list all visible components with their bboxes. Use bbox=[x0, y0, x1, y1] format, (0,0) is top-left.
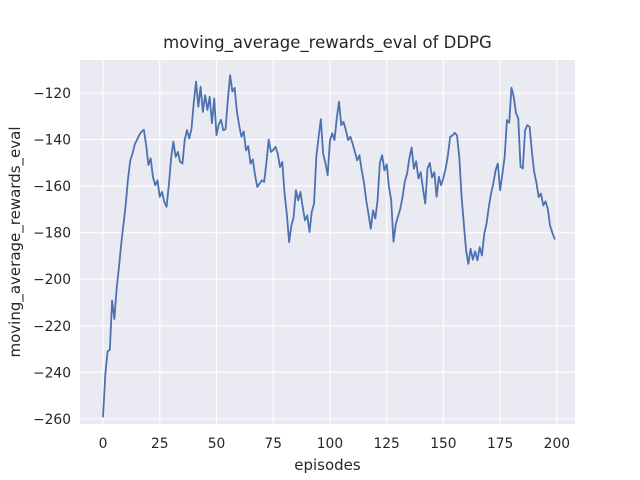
x-tick-label: 0 bbox=[99, 436, 108, 452]
x-axis-label: episodes bbox=[294, 456, 361, 474]
series-line-moving_average_rewards_eval bbox=[102, 74, 556, 418]
x-tick-label: 50 bbox=[208, 436, 226, 452]
x-tick-label: 175 bbox=[487, 436, 513, 452]
chart-title: moving_average_rewards_eval of DDPG bbox=[163, 33, 492, 53]
gridlines bbox=[80, 60, 575, 424]
x-tick-label: 75 bbox=[264, 436, 282, 452]
x-tick-labels: 0 25 50 75 100 125 150 175 200 bbox=[99, 436, 570, 452]
x-tick-label: 200 bbox=[544, 436, 570, 452]
y-tick-labels: −120 −140 −160 −180 −200 −220 −240 −260 bbox=[33, 86, 71, 428]
y-tick-label: −260 bbox=[33, 412, 71, 428]
x-tick-label: 100 bbox=[317, 436, 343, 452]
y-tick-label: −200 bbox=[33, 272, 71, 288]
y-tick-label: −180 bbox=[33, 226, 71, 242]
axes-background bbox=[80, 60, 575, 424]
series-lines bbox=[102, 74, 556, 418]
y-tick-label: −160 bbox=[33, 179, 71, 195]
y-tick-label: −140 bbox=[33, 133, 71, 149]
x-tick-label: 25 bbox=[151, 436, 169, 452]
y-tick-label: −220 bbox=[33, 319, 71, 335]
y-tick-label: −240 bbox=[33, 365, 71, 381]
x-tick-label: 150 bbox=[430, 436, 456, 452]
y-tick-label: −120 bbox=[33, 86, 71, 102]
y-axis-label: moving_average_rewards_eval bbox=[6, 127, 25, 358]
x-tick-label: 125 bbox=[373, 436, 399, 452]
